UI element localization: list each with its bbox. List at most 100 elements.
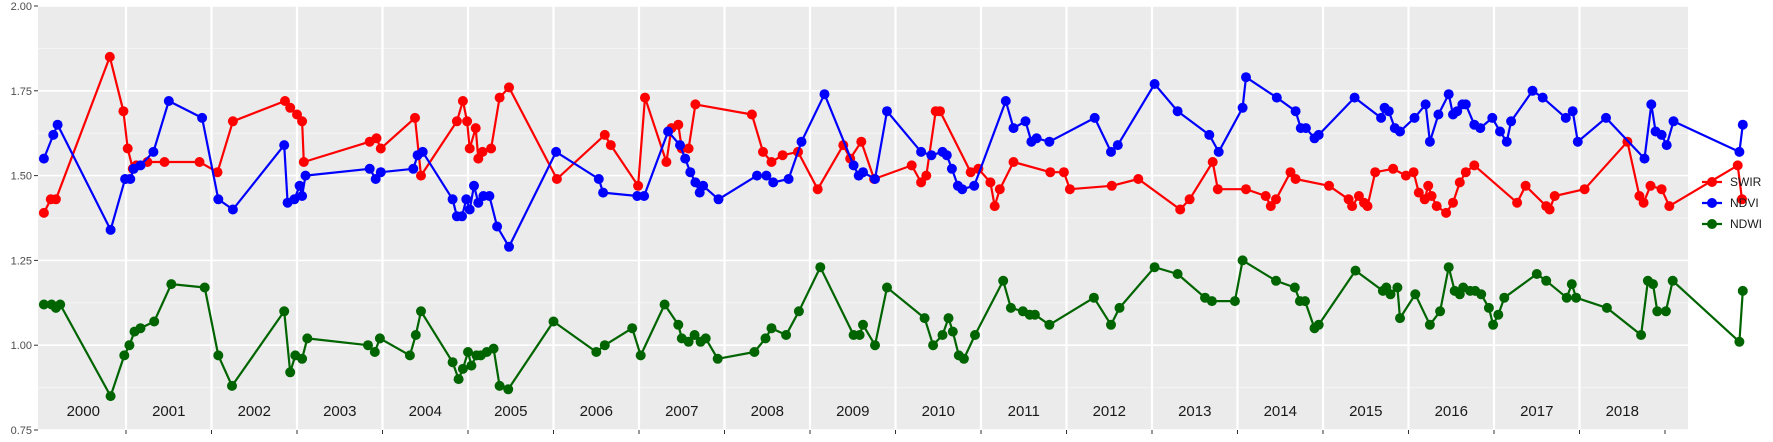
data-point-swir [292, 109, 302, 120]
data-point-swir [599, 129, 610, 140]
data-point-ndwi [870, 340, 880, 351]
data-point-ndvi [680, 153, 691, 164]
year-label: 2017 [1520, 403, 1553, 420]
data-point-swir [1271, 194, 1281, 205]
data-point-swir [1285, 167, 1296, 178]
year-label: 2005 [494, 403, 527, 420]
data-point-ndwi [1476, 289, 1487, 300]
data-point-ndwi [1443, 262, 1454, 273]
data-point-swir [462, 116, 473, 127]
data-point-ndvi [1008, 123, 1019, 134]
data-point-ndvi [1424, 136, 1435, 147]
year-label: 2008 [751, 403, 784, 420]
data-point-ndvi [946, 163, 957, 174]
data-point-ndwi [683, 336, 694, 347]
data-point-ndwi [1350, 265, 1361, 276]
data-point-ndvi [882, 106, 892, 117]
data-point-ndwi [1541, 275, 1552, 286]
data-point-ndwi [1395, 313, 1405, 324]
data-point-ndwi [1088, 292, 1099, 303]
data-point-ndvi [1106, 146, 1116, 157]
data-point-ndwi [947, 326, 958, 337]
data-point-ndvi [1112, 140, 1123, 151]
data-point-ndwi [1734, 336, 1745, 347]
data-point-ndvi [639, 191, 650, 201]
data-point-swir [1656, 184, 1667, 195]
data-point-ndwi [149, 316, 160, 327]
data-point-swir [457, 96, 468, 106]
data-point-ndwi [627, 323, 638, 334]
data-point-swir [1512, 197, 1523, 208]
data-point-swir [1106, 180, 1117, 191]
data-point-ndwi [1648, 279, 1658, 290]
year-label: 2000 [67, 403, 100, 420]
data-point-swir [916, 177, 927, 188]
year-label: 2012 [1093, 403, 1126, 420]
data-point-swir [410, 112, 420, 123]
data-point-swir [1645, 180, 1656, 191]
data-point-swir [1241, 184, 1251, 195]
data-point-ndwi [105, 391, 116, 402]
data-point-swir [212, 167, 223, 178]
data-point-swir [1184, 194, 1195, 205]
data-point-ndvi [941, 150, 952, 161]
year-label: 2006 [580, 403, 613, 420]
data-point-ndvi [1601, 112, 1611, 123]
data-point-ndvi [1495, 126, 1505, 137]
data-point-ndwi [1271, 275, 1281, 286]
data-point-swir [50, 194, 61, 205]
data-point-ndwi [882, 282, 892, 293]
data-point-ndvi [1409, 112, 1420, 123]
data-point-ndwi [712, 353, 723, 364]
data-point-ndvi [48, 129, 59, 140]
y-tick-label: 0.75 [11, 425, 32, 437]
data-point-swir [1175, 204, 1186, 215]
data-point-ndvi [1734, 146, 1745, 157]
data-point-ndwi [1737, 285, 1748, 296]
y-tick-label: 1.00 [11, 340, 32, 352]
y-tick-label: 1.75 [11, 86, 32, 98]
data-point-swir [122, 143, 133, 154]
data-point-ndvi [135, 160, 146, 171]
data-point-ndwi [227, 380, 237, 391]
year-label: 2011 [1008, 403, 1040, 420]
year-label: 2002 [238, 403, 271, 420]
data-point-ndwi [213, 350, 224, 361]
data-point-ndwi [1289, 282, 1300, 293]
data-point-swir [1324, 180, 1334, 191]
data-point-ndvi [1271, 92, 1282, 103]
data-point-swir [605, 140, 616, 151]
data-point-ndvi [1656, 129, 1667, 140]
data-point-swir [633, 180, 644, 191]
year-label: 2016 [1435, 403, 1468, 420]
data-point-swir [1045, 167, 1056, 178]
data-point-swir [551, 174, 562, 184]
data-point-swir [371, 133, 382, 144]
data-point-ndwi [166, 279, 177, 290]
data-point-ndwi [591, 347, 602, 357]
data-point-ndwi [1410, 289, 1421, 300]
data-point-ndwi [55, 299, 66, 310]
data-point-ndvi [1475, 123, 1486, 134]
data-point-ndvi [819, 89, 830, 100]
data-point-swir [464, 143, 475, 154]
data-point-ndvi [848, 160, 859, 171]
data-point-ndvi [1567, 106, 1578, 117]
data-point-ndvi [375, 167, 386, 178]
data-point-swir [470, 123, 481, 134]
data-point-ndvi [1020, 116, 1031, 127]
data-point-swir [758, 146, 768, 157]
data-point-ndvi [1237, 102, 1248, 113]
data-point-ndwi [124, 340, 135, 351]
data-point-swir [1064, 184, 1075, 195]
data-point-swir [1058, 167, 1069, 178]
data-point-swir [1265, 201, 1276, 212]
data-point-swir [640, 92, 650, 103]
data-point-ndwi [1237, 255, 1248, 266]
data-point-ndwi [488, 343, 499, 354]
data-point-swir [298, 157, 309, 167]
data-point-ndwi [760, 333, 771, 344]
data-point-swir [1441, 207, 1452, 218]
data-point-ndvi [464, 204, 475, 215]
data-point-ndvi [598, 187, 609, 198]
